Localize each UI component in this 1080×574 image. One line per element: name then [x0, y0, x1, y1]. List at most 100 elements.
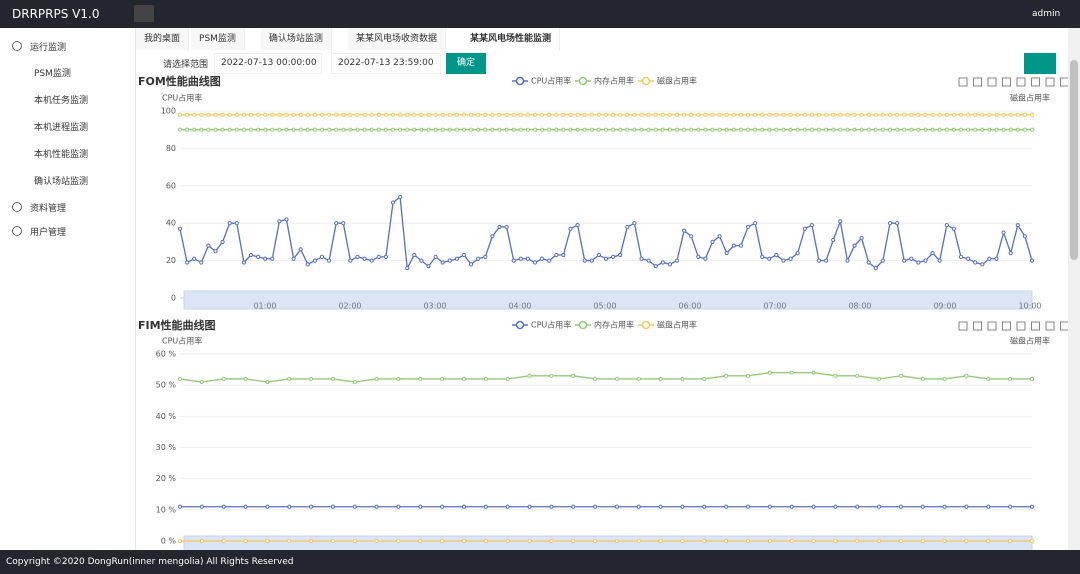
filter-label: 请选择范围	[163, 60, 209, 70]
toolbox-icon[interactable]	[1060, 321, 1069, 331]
menu-group[interactable]: 运行监测	[30, 43, 67, 53]
data-point	[696, 112, 701, 117]
data-point	[703, 127, 708, 132]
data-point	[376, 112, 381, 117]
menu-item[interactable]: 确认场站监测	[34, 177, 89, 187]
data-point	[682, 127, 687, 132]
tab[interactable]: 某某风电场收资数据	[347, 28, 446, 50]
data-point	[199, 504, 204, 509]
tab[interactable]: PSM监测	[191, 28, 245, 50]
legend-marker	[641, 320, 651, 330]
legend-marker	[515, 76, 525, 86]
toolbox-icon[interactable]	[1045, 321, 1055, 331]
scroll-thumb[interactable]	[1070, 60, 1078, 260]
toolbox-icon[interactable]	[958, 77, 968, 87]
toolbox-icon[interactable]	[1060, 77, 1069, 87]
data-point	[710, 239, 715, 244]
toolbox-icon[interactable]	[1031, 321, 1040, 331]
menu-group[interactable]: 资料管理	[30, 204, 67, 214]
toolbox-icon[interactable]	[1002, 321, 1011, 331]
data-point	[986, 538, 991, 544]
toolbox-icon[interactable]	[1002, 77, 1011, 87]
data-point	[1008, 112, 1013, 117]
data-point	[898, 373, 904, 378]
data-point	[312, 127, 317, 132]
data-point	[920, 504, 925, 509]
zoom-label: 02:00	[338, 302, 361, 311]
zoom-slider[interactable]	[183, 535, 1033, 550]
data-point	[717, 234, 722, 239]
toolbox-icon[interactable]	[1031, 77, 1040, 87]
toolbox-icon[interactable]	[958, 321, 968, 331]
data-point	[374, 504, 379, 509]
data-point	[831, 127, 836, 132]
menu-group[interactable]: 用户管理	[30, 228, 67, 238]
legend-marker	[578, 320, 588, 330]
data-point	[461, 112, 467, 117]
tab[interactable]: 某某风电场性能监测	[461, 28, 560, 50]
data-point	[177, 112, 183, 117]
data-point	[221, 538, 226, 544]
data-point	[880, 112, 886, 117]
data-point	[525, 112, 531, 117]
data-point	[527, 538, 532, 544]
data-point	[177, 226, 183, 231]
data-point	[1008, 251, 1013, 256]
data-point	[966, 112, 971, 117]
data-point	[923, 258, 928, 263]
data-point	[895, 221, 900, 226]
data-point	[986, 504, 991, 509]
data-point	[937, 127, 942, 132]
data-point	[177, 127, 183, 132]
data-point	[312, 112, 317, 117]
data-point	[241, 260, 246, 265]
data-point	[614, 376, 620, 382]
toolbox-icon[interactable]	[987, 321, 997, 331]
toolbox-icon[interactable]	[1045, 77, 1055, 87]
data-point	[227, 112, 232, 117]
data-point	[362, 127, 367, 132]
data-point	[575, 222, 580, 228]
toolbox-icon[interactable]	[973, 321, 982, 331]
start-input[interactable]: 2022-07-13 00:00:00	[214, 53, 322, 74]
data-point	[596, 112, 602, 117]
data-point	[639, 112, 644, 117]
data-point	[994, 256, 999, 261]
menu-item[interactable]: 本机性能监测	[34, 150, 89, 160]
data-point	[525, 256, 531, 261]
data-point	[398, 127, 403, 132]
data-point	[795, 251, 800, 256]
data-point	[802, 112, 807, 117]
menu-item[interactable]: PSM监测	[34, 69, 71, 79]
data-point	[596, 127, 602, 132]
toolbox-icon[interactable]	[1016, 77, 1026, 87]
toolbox-icon[interactable]	[973, 77, 982, 87]
data-point	[206, 243, 211, 248]
menu-toggle[interactable]	[134, 5, 154, 22]
data-point	[680, 504, 685, 509]
toolbox-icon[interactable]	[1016, 321, 1026, 331]
zoom-slider[interactable]	[183, 290, 1033, 310]
data-point	[504, 112, 509, 117]
menu-item[interactable]: 本机进程监测	[34, 123, 89, 133]
data-point	[980, 112, 985, 117]
data-point	[308, 376, 314, 382]
data-point	[454, 112, 459, 117]
data-point	[809, 112, 815, 117]
toolbox-icon[interactable]	[987, 77, 997, 87]
tab[interactable]: 我的桌面	[136, 28, 190, 50]
data-point	[589, 258, 594, 263]
data-point	[582, 112, 587, 117]
data-point	[1001, 230, 1006, 235]
refresh-button[interactable]	[1024, 53, 1056, 74]
data-point	[582, 127, 587, 132]
menu-item[interactable]: 本机任务监测	[34, 96, 89, 106]
data-point	[724, 112, 729, 117]
tab[interactable]: 确认场站监测	[260, 28, 332, 50]
data-point	[461, 538, 467, 544]
user-name[interactable]: admin	[1032, 9, 1061, 19]
end-input[interactable]: 2022-07-13 23:59:00	[331, 53, 441, 74]
y-tick-label: 0 %	[161, 537, 177, 546]
confirm-button[interactable]: 确定	[446, 53, 486, 74]
